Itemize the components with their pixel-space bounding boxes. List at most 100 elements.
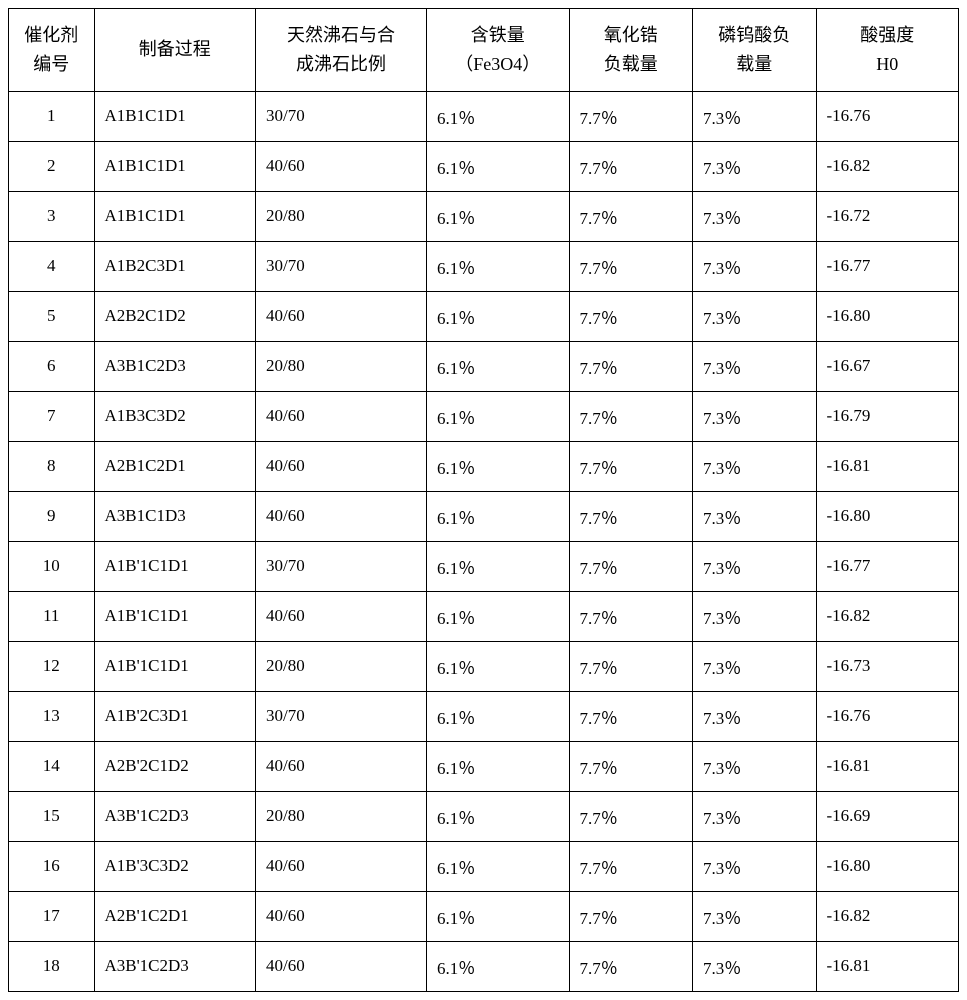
cell-process: A3B1C2D3 xyxy=(94,341,256,391)
header-process: 制备过程 xyxy=(94,9,256,92)
cell-zro2: 7.7％ xyxy=(569,841,693,891)
cell-pw: 7.3％ xyxy=(693,491,817,541)
cell-pw: 7.3％ xyxy=(693,591,817,641)
cell-ratio: 40/60 xyxy=(256,591,427,641)
cell-zro2: 7.7％ xyxy=(569,391,693,441)
cell-process: A1B2C3D1 xyxy=(94,241,256,291)
cell-zro2: 7.7％ xyxy=(569,891,693,941)
cell-id: 1 xyxy=(9,91,95,141)
cell-pw: 7.3％ xyxy=(693,641,817,691)
cell-process: A1B'1C1D1 xyxy=(94,641,256,691)
table-row: 5A2B2C1D240/606.1％7.7％7.3％-16.80 xyxy=(9,291,959,341)
cell-zro2: 7.7％ xyxy=(569,441,693,491)
cell-fe: 6.1％ xyxy=(427,491,570,541)
cell-ratio: 40/60 xyxy=(256,841,427,891)
cell-h0: -16.82 xyxy=(816,891,959,941)
table-row: 18A3B'1C2D340/606.1％7.7％7.3％-16.81 xyxy=(9,941,959,991)
cell-fe: 6.1％ xyxy=(427,691,570,741)
cell-fe: 6.1％ xyxy=(427,91,570,141)
cell-h0: -16.73 xyxy=(816,641,959,691)
cell-h0: -16.69 xyxy=(816,791,959,841)
cell-fe: 6.1％ xyxy=(427,391,570,441)
cell-zro2: 7.7％ xyxy=(569,241,693,291)
cell-fe: 6.1％ xyxy=(427,741,570,791)
cell-process: A1B'1C1D1 xyxy=(94,591,256,641)
table-row: 6A3B1C2D320/806.1％7.7％7.3％-16.67 xyxy=(9,341,959,391)
header-phosphotungstic: 磷钨酸负载量 xyxy=(693,9,817,92)
cell-pw: 7.3％ xyxy=(693,141,817,191)
table-row: 7A1B3C3D240/606.1％7.7％7.3％-16.79 xyxy=(9,391,959,441)
cell-ratio: 40/60 xyxy=(256,741,427,791)
cell-pw: 7.3％ xyxy=(693,941,817,991)
cell-id: 9 xyxy=(9,491,95,541)
cell-process: A2B'2C1D2 xyxy=(94,741,256,791)
cell-fe: 6.1％ xyxy=(427,841,570,891)
header-zirconia: 氧化锆负载量 xyxy=(569,9,693,92)
cell-ratio: 30/70 xyxy=(256,541,427,591)
cell-h0: -16.81 xyxy=(816,441,959,491)
cell-ratio: 20/80 xyxy=(256,191,427,241)
cell-fe: 6.1％ xyxy=(427,141,570,191)
cell-zro2: 7.7％ xyxy=(569,191,693,241)
cell-id: 10 xyxy=(9,541,95,591)
cell-pw: 7.3％ xyxy=(693,841,817,891)
cell-h0: -16.67 xyxy=(816,341,959,391)
cell-fe: 6.1％ xyxy=(427,341,570,391)
cell-process: A1B'3C3D2 xyxy=(94,841,256,891)
cell-pw: 7.3％ xyxy=(693,891,817,941)
cell-zro2: 7.7％ xyxy=(569,341,693,391)
cell-id: 4 xyxy=(9,241,95,291)
cell-id: 12 xyxy=(9,641,95,691)
cell-fe: 6.1％ xyxy=(427,591,570,641)
cell-h0: -16.81 xyxy=(816,741,959,791)
cell-id: 18 xyxy=(9,941,95,991)
cell-zro2: 7.7％ xyxy=(569,91,693,141)
cell-id: 16 xyxy=(9,841,95,891)
cell-h0: -16.77 xyxy=(816,541,959,591)
table-header: 催化剂编号 制备过程 天然沸石与合成沸石比例 含铁量（Fe3O4） 氧化锆负载量… xyxy=(9,9,959,92)
cell-ratio: 40/60 xyxy=(256,441,427,491)
cell-h0: -16.81 xyxy=(816,941,959,991)
cell-pw: 7.3％ xyxy=(693,441,817,491)
cell-ratio: 30/70 xyxy=(256,241,427,291)
cell-h0: -16.82 xyxy=(816,591,959,641)
cell-process: A1B3C3D2 xyxy=(94,391,256,441)
cell-h0: -16.80 xyxy=(816,841,959,891)
cell-process: A1B'1C1D1 xyxy=(94,541,256,591)
cell-process: A2B2C1D2 xyxy=(94,291,256,341)
cell-pw: 7.3％ xyxy=(693,691,817,741)
cell-h0: -16.76 xyxy=(816,91,959,141)
cell-ratio: 40/60 xyxy=(256,941,427,991)
cell-fe: 6.1％ xyxy=(427,291,570,341)
cell-process: A3B1C1D3 xyxy=(94,491,256,541)
table-row: 11A1B'1C1D140/606.1％7.7％7.3％-16.82 xyxy=(9,591,959,641)
cell-zro2: 7.7％ xyxy=(569,641,693,691)
cell-h0: -16.79 xyxy=(816,391,959,441)
table-row: 8A2B1C2D140/606.1％7.7％7.3％-16.81 xyxy=(9,441,959,491)
cell-id: 3 xyxy=(9,191,95,241)
cell-pw: 7.3％ xyxy=(693,741,817,791)
table-row: 15A3B'1C2D320/806.1％7.7％7.3％-16.69 xyxy=(9,791,959,841)
cell-ratio: 40/60 xyxy=(256,391,427,441)
cell-id: 8 xyxy=(9,441,95,491)
cell-ratio: 20/80 xyxy=(256,791,427,841)
cell-fe: 6.1％ xyxy=(427,241,570,291)
cell-fe: 6.1％ xyxy=(427,891,570,941)
cell-h0: -16.72 xyxy=(816,191,959,241)
cell-pw: 7.3％ xyxy=(693,191,817,241)
cell-zro2: 7.7％ xyxy=(569,141,693,191)
cell-id: 2 xyxy=(9,141,95,191)
header-acid-strength: 酸强度H0 xyxy=(816,9,959,92)
cell-zro2: 7.7％ xyxy=(569,541,693,591)
table-row: 14A2B'2C1D240/606.1％7.7％7.3％-16.81 xyxy=(9,741,959,791)
cell-zro2: 7.7％ xyxy=(569,741,693,791)
cell-h0: -16.77 xyxy=(816,241,959,291)
cell-process: A2B'1C2D1 xyxy=(94,891,256,941)
cell-zro2: 7.7％ xyxy=(569,941,693,991)
cell-pw: 7.3％ xyxy=(693,391,817,441)
cell-zro2: 7.7％ xyxy=(569,691,693,741)
cell-fe: 6.1％ xyxy=(427,541,570,591)
table-row: 12A1B'1C1D120/806.1％7.7％7.3％-16.73 xyxy=(9,641,959,691)
cell-ratio: 40/60 xyxy=(256,291,427,341)
cell-id: 13 xyxy=(9,691,95,741)
